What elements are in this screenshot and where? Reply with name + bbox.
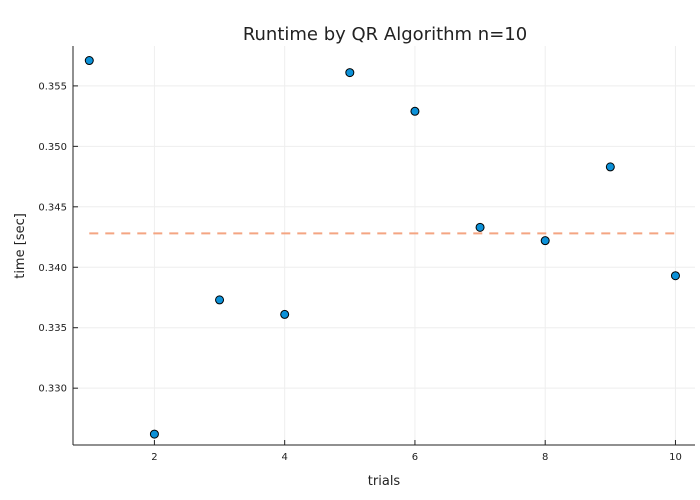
x-tick-label: 2 — [151, 452, 157, 463]
chart-title: Runtime by QR Algorithm n=10 — [243, 24, 527, 45]
x-tick-label: 10 — [669, 452, 682, 463]
y-tick-label: 0.335 — [38, 323, 67, 334]
data-point — [84, 56, 94, 66]
y-tick-label: 0.355 — [38, 81, 67, 92]
y-tick-label: 0.330 — [38, 384, 67, 395]
x-tick-label: 8 — [542, 452, 548, 463]
data-point — [149, 429, 159, 439]
data-point — [475, 222, 485, 232]
data-point — [670, 271, 680, 281]
x-ticks: 2 4 6 8 10 — [151, 440, 682, 463]
y-axis-label: time [sec] — [13, 213, 28, 279]
grid-lines — [73, 46, 695, 445]
x-axis-label: trials — [368, 474, 401, 489]
data-point — [345, 68, 355, 78]
data-point — [215, 295, 225, 305]
data-point — [410, 106, 420, 116]
y-tick-label: 0.340 — [38, 263, 67, 274]
y-tick-label: 0.350 — [38, 142, 67, 153]
data-point — [280, 309, 290, 319]
y-tick-label: 0.345 — [38, 202, 67, 213]
data-point — [605, 162, 615, 172]
data-points — [84, 56, 680, 439]
data-point — [540, 236, 550, 246]
x-tick-label: 4 — [281, 452, 287, 463]
y-ticks: 0.330 0.335 0.340 0.345 0.350 0.355 — [38, 81, 78, 395]
x-tick-label: 6 — [412, 452, 418, 463]
